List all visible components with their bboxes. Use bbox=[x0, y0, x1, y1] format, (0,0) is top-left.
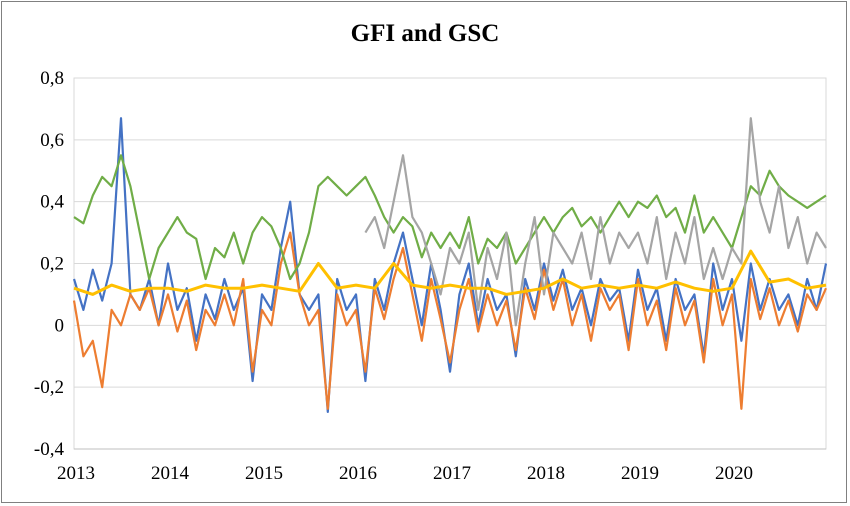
x-tick-label: 2014 bbox=[151, 463, 190, 484]
y-tick-label: 0,2 bbox=[40, 254, 64, 275]
axes: -0,4 -0,2 0 0,2 0,4 0,6 0,8 2013 2014 2015 2016 201… bbox=[34, 68, 826, 484]
series-line-2 bbox=[72, 231, 828, 410]
x-tick-label: 2013 bbox=[57, 463, 95, 484]
x-tick-label: 2015 bbox=[245, 463, 283, 484]
x-tick-label: 2016 bbox=[339, 463, 377, 484]
series-lines bbox=[72, 117, 828, 413]
chart-title: GFI and GSC bbox=[350, 20, 500, 47]
series-line-1 bbox=[72, 117, 828, 413]
y-tick-label: -0,2 bbox=[34, 377, 64, 398]
y-tick-label: 0,8 bbox=[40, 68, 64, 89]
series-line-5 bbox=[73, 249, 827, 296]
x-tick-label: 2020 bbox=[715, 463, 753, 484]
x-tick-label: 2018 bbox=[527, 463, 565, 484]
series-line-3 bbox=[73, 154, 827, 281]
y-tick-label: 0,4 bbox=[40, 192, 64, 213]
x-tick-label: 2019 bbox=[621, 463, 659, 484]
y-tick-label: 0,6 bbox=[40, 130, 64, 151]
x-tick-label: 2017 bbox=[433, 463, 471, 484]
y-tick-label: -0,4 bbox=[34, 439, 65, 460]
y-tick-label: 0 bbox=[55, 315, 65, 336]
